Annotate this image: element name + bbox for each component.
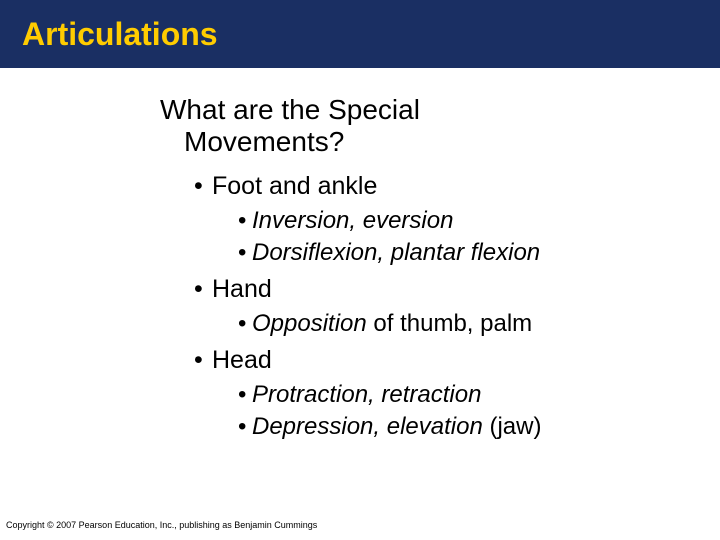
sub-bullet: •Protraction, retraction <box>194 379 720 411</box>
sub-plain: of thumb, palm <box>367 310 532 337</box>
sub-italic: Depression, elevation <box>252 413 483 440</box>
bullet-hand: •Hand <box>194 269 720 308</box>
slide-content: What are the Special Movements? •Foot an… <box>0 68 720 443</box>
bullet-label: Head <box>212 346 272 374</box>
question-line-1: What are the Special <box>160 94 720 126</box>
sub-bullet: •Opposition of thumb, palm <box>194 308 720 340</box>
slide-title: Articulations <box>22 16 218 53</box>
sub-italic: Inversion, eversion <box>252 207 453 234</box>
sub-plain: (jaw) <box>483 413 542 440</box>
sub-bullet: •Dorsiflexion, plantar flexion <box>194 237 720 269</box>
question-line-2: Movements? <box>160 126 720 158</box>
sub-bullet: •Inversion, eversion <box>194 205 720 237</box>
bullet-foot-ankle: •Foot and ankle <box>194 172 720 205</box>
slide-header: Articulations <box>0 0 720 68</box>
sub-italic: Dorsiflexion, plantar flexion <box>252 239 540 266</box>
copyright-footer: Copyright © 2007 Pearson Education, Inc.… <box>6 520 317 530</box>
bullet-label: Hand <box>212 275 272 303</box>
bullet-list: •Foot and ankle •Inversion, eversion •Do… <box>160 158 720 443</box>
sub-italic: Opposition <box>252 310 367 337</box>
sub-bullet: •Depression, elevation (jaw) <box>194 411 720 443</box>
bullet-label: Foot and ankle <box>212 172 377 200</box>
bullet-head: •Head <box>194 340 720 379</box>
sub-italic: Protraction, retraction <box>252 381 481 408</box>
